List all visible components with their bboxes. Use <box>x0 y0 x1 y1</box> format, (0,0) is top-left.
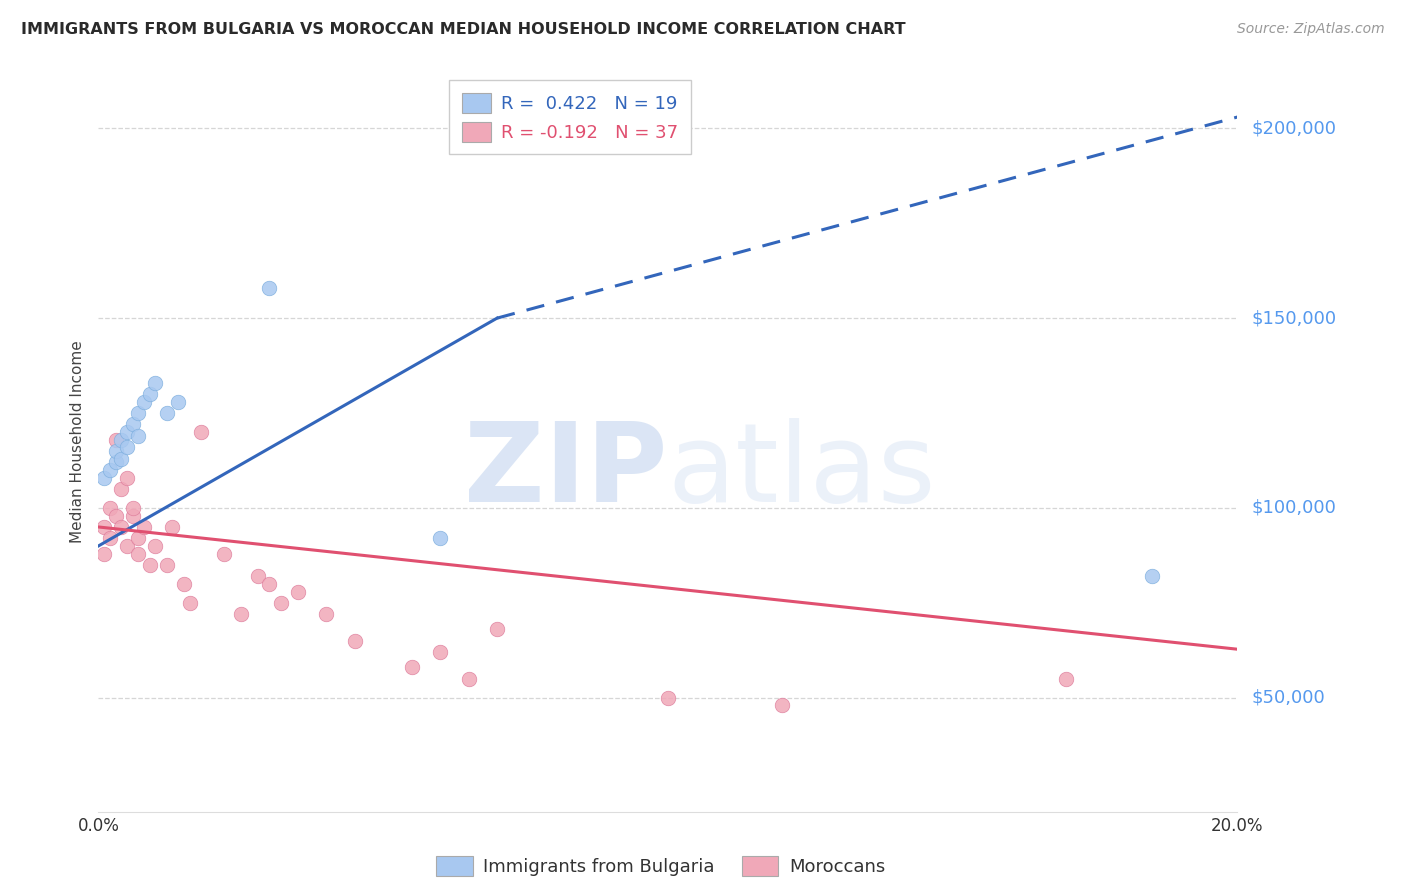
Point <box>121 417 143 432</box>
Text: Source: ZipAtlas.com: Source: ZipAtlas.com <box>1237 22 1385 37</box>
Point <box>429 645 451 659</box>
Text: atlas: atlas <box>668 417 936 524</box>
Point <box>179 596 201 610</box>
Point <box>110 520 132 534</box>
Text: $50,000: $50,000 <box>1251 689 1324 706</box>
Point <box>287 584 309 599</box>
Point <box>93 547 115 561</box>
Point <box>190 425 212 439</box>
Point <box>127 532 149 546</box>
Point <box>98 532 121 546</box>
Point <box>104 508 127 523</box>
Point <box>127 429 149 443</box>
Legend: Immigrants from Bulgaria, Moroccans: Immigrants from Bulgaria, Moroccans <box>429 848 893 883</box>
Point <box>145 539 167 553</box>
Point <box>1056 672 1078 686</box>
Point <box>770 698 793 713</box>
Point <box>270 596 292 610</box>
Text: IMMIGRANTS FROM BULGARIA VS MOROCCAN MEDIAN HOUSEHOLD INCOME CORRELATION CHART: IMMIGRANTS FROM BULGARIA VS MOROCCAN MED… <box>21 22 905 37</box>
Point <box>138 558 160 572</box>
Point <box>156 406 179 420</box>
Point <box>115 425 138 439</box>
Point <box>115 440 138 454</box>
Point <box>104 433 127 447</box>
Point <box>104 455 127 469</box>
Point <box>657 690 679 705</box>
Text: $150,000: $150,000 <box>1251 310 1336 327</box>
Point <box>173 577 195 591</box>
Point <box>212 547 235 561</box>
Point <box>429 532 451 546</box>
Point <box>486 623 509 637</box>
Point <box>104 444 127 458</box>
Point <box>121 500 143 515</box>
Point <box>110 433 132 447</box>
Point <box>93 470 115 484</box>
Point <box>315 607 337 622</box>
Point <box>132 394 155 409</box>
Y-axis label: Median Household Income: Median Household Income <box>69 340 84 543</box>
Point <box>401 660 423 674</box>
Point <box>162 520 184 534</box>
Point <box>121 508 143 523</box>
Point <box>1140 569 1163 583</box>
Point <box>156 558 179 572</box>
Point <box>259 577 281 591</box>
Point <box>110 451 132 466</box>
Point <box>229 607 252 622</box>
Point <box>115 539 138 553</box>
Point <box>167 394 190 409</box>
Point <box>145 376 167 390</box>
Point <box>457 672 479 686</box>
Point <box>127 547 149 561</box>
Point <box>343 633 366 648</box>
Point <box>132 520 155 534</box>
Point <box>98 500 121 515</box>
Point <box>93 520 115 534</box>
Point <box>259 281 281 295</box>
Point <box>115 470 138 484</box>
Point <box>127 406 149 420</box>
Point <box>98 463 121 477</box>
Text: $100,000: $100,000 <box>1251 499 1336 517</box>
Text: $200,000: $200,000 <box>1251 120 1336 137</box>
Point <box>110 482 132 496</box>
Text: ZIP: ZIP <box>464 417 668 524</box>
Point <box>138 387 160 401</box>
Legend: R =  0.422   N = 19, R = -0.192   N = 37: R = 0.422 N = 19, R = -0.192 N = 37 <box>449 80 692 154</box>
Point <box>246 569 269 583</box>
